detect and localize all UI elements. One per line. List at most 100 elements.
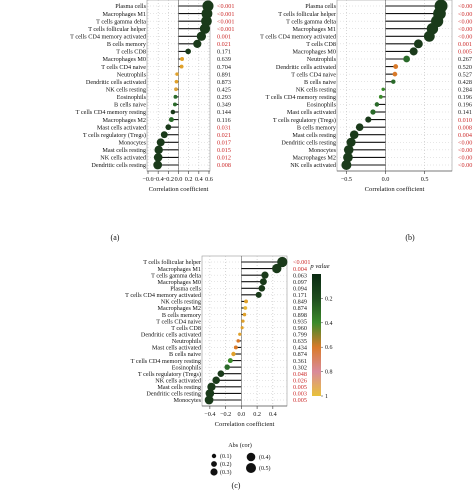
p-value-label: <0.00	[458, 155, 472, 162]
p-value-label: 0.171	[217, 49, 231, 56]
x-tick-label: 0.0	[382, 176, 390, 183]
p-value-label: 0.015	[217, 147, 231, 154]
category-label: Macrophages M0	[293, 49, 336, 56]
panel-label: (a)	[111, 233, 120, 242]
lollipop-point	[233, 345, 238, 350]
category-label: Macrophages M1	[103, 11, 146, 18]
colorbar-tick-label: 0.8	[325, 370, 333, 376]
category-label: Mast cells resting	[292, 132, 336, 139]
p-value-label: 0.001	[217, 33, 231, 40]
p-value-label: 0.004	[293, 266, 307, 273]
p-value-label: 0.302	[293, 364, 307, 371]
category-label: B cells memory	[162, 312, 202, 319]
p-value-label: <0.001	[217, 11, 234, 18]
lollipop-point	[205, 389, 215, 398]
lollipop-point	[242, 312, 247, 317]
p-value-label: <0.001	[293, 259, 310, 266]
category-label: Plasma cells	[115, 3, 146, 10]
p-value-label: 0.097	[293, 279, 307, 286]
lollipop-point	[185, 48, 191, 55]
lollipop-point	[391, 79, 396, 84]
p-value-label: 0.010	[458, 117, 472, 124]
category-label: T cells gamma delta	[151, 272, 201, 279]
lollipop-point	[172, 102, 177, 107]
p-value-label: 0.267	[458, 56, 472, 63]
lollipop-point	[259, 278, 267, 286]
size-legend-point	[246, 463, 256, 473]
category-label: NK cells resting	[296, 86, 336, 93]
p-value-label: 0.141	[458, 109, 472, 116]
p-value-label: <0.001	[217, 3, 234, 10]
category-label: Dendritic cells activated	[86, 79, 147, 86]
p-value-label: 0.425	[217, 86, 231, 93]
category-label: Dendritic cells resting	[146, 391, 201, 398]
p-value-label: 0.063	[293, 272, 307, 279]
category-label: Macrophages M1	[293, 26, 336, 33]
lollipop-point	[343, 145, 354, 155]
x-tick-label: 0.2	[253, 411, 261, 418]
p-value-label: 0.005	[293, 384, 307, 391]
category-label: T cells CD4 memory resting	[266, 94, 336, 101]
category-label: Eosinophils	[117, 94, 147, 101]
p-value-label: 0.026	[293, 377, 307, 384]
x-tick-label: 0.4	[195, 176, 203, 183]
p-value-label: 0.048	[293, 371, 307, 378]
p-value-label: 0.012	[217, 155, 231, 162]
p-value-label: <0.00	[458, 33, 472, 40]
size-legend-label: (0.1)	[220, 453, 232, 460]
category-label: T cells CD4 memory resting	[131, 358, 201, 365]
lollipop-point	[381, 87, 385, 91]
lollipop-point	[255, 291, 262, 298]
p-value-label: <0.001	[217, 26, 234, 33]
p-value-label: 0.873	[217, 79, 231, 86]
category-label: T cells CD4 memory activated	[125, 292, 202, 299]
lollipop-point	[174, 87, 178, 92]
x-axis-label: Correlation coefficient	[365, 186, 425, 193]
colorbar-tick-label: 0.4	[325, 321, 333, 327]
panel-label: (b)	[405, 233, 415, 242]
lollipop-point	[392, 71, 398, 77]
p-value-label: 0.171	[293, 292, 307, 299]
p-value-label: 0.874	[293, 351, 307, 358]
size-legend-label: (0.5)	[259, 465, 271, 472]
colorbar-tick-label: 0.6	[325, 345, 333, 351]
x-tick-label: 0.0	[175, 176, 183, 183]
category-label: Mast cells resting	[157, 384, 201, 391]
x-tick-label: 0.6	[205, 176, 213, 183]
p-value-label: <0.00	[458, 11, 472, 18]
category-label: B cells naive	[114, 102, 146, 109]
colorbar-title: p value	[309, 263, 329, 270]
category-label: Neutrophils	[307, 56, 337, 63]
x-axis-label: Correlation coefficient	[149, 186, 209, 193]
category-label: NK cells activated	[290, 162, 337, 169]
p-value-label: <0.00	[458, 18, 472, 25]
colorbar-tick-label: 0.2	[325, 296, 333, 302]
x-tick-label: −0.2	[220, 411, 231, 418]
lollipop-point	[153, 160, 163, 170]
lollipop-point	[212, 376, 220, 385]
size-legend-point	[210, 468, 218, 476]
category-label: Monocytes	[174, 397, 202, 404]
category-label: Monocytes	[309, 147, 337, 154]
p-value-label: 0.005	[458, 49, 472, 56]
lollipop-point	[153, 153, 163, 162]
lollipop-point	[180, 57, 185, 61]
size-legend-label: (0.4)	[259, 454, 271, 461]
lollipop-point	[349, 130, 359, 140]
category-label: T cells CD4 naive	[156, 318, 201, 325]
lollipop-point	[241, 319, 245, 323]
lollipop-point	[199, 23, 211, 34]
size-legend-label: (0.2)	[220, 461, 232, 468]
lollipop-point	[277, 256, 288, 268]
p-value-label: 0.635	[293, 338, 307, 345]
category-label: Dendritic cells activated	[141, 331, 202, 338]
category-label: NK cells activated	[155, 377, 202, 384]
p-value-label: <0.00	[458, 147, 472, 154]
category-label: Dendritic cells resting	[91, 162, 146, 169]
lollipop-point	[374, 102, 380, 107]
p-value-label: <0.001	[217, 18, 234, 25]
p-value-label: 0.017	[217, 139, 231, 146]
lollipop-point	[160, 131, 168, 139]
lollipop-point	[355, 123, 364, 131]
lollipop-point	[196, 31, 207, 41]
